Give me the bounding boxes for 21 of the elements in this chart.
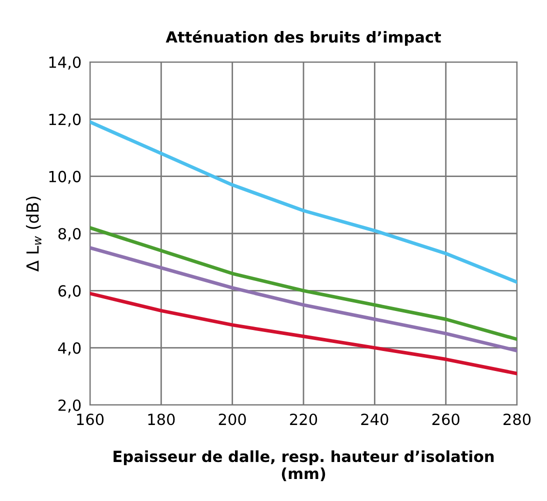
chart-title: Atténuation des bruits d’impact [166,30,441,46]
x-tick-label: 280 [504,414,531,426]
y-tick-label: 10,0 [49,170,81,184]
y-axis-title: Δ L$_{w}$ (dB) [26,196,42,272]
y-tick-label: 2,0 [58,399,81,413]
line-series [90,292,517,376]
y-tick-label: 12,0 [49,114,81,127]
x-tick-label: 260 [432,414,460,426]
line-series [90,120,517,284]
x-tick-label: 240 [361,414,388,426]
x-tick-label: 220 [290,414,318,426]
y-tick-label: 14,0 [49,56,81,70]
y-tick-label: 4,0 [58,342,81,356]
line-series [90,246,517,352]
x-axis-title: Epaisseur de dalle, resp. hauteur d’isolation (mm) [114,450,494,482]
line-series [90,226,517,341]
y-tick-label: 6,0 [58,285,81,298]
y-tick-label: 8,0 [58,228,81,242]
x-tick-label: 180 [148,414,175,426]
x-tick-label: 200 [218,414,246,426]
x-tick-label: 160 [77,414,104,426]
